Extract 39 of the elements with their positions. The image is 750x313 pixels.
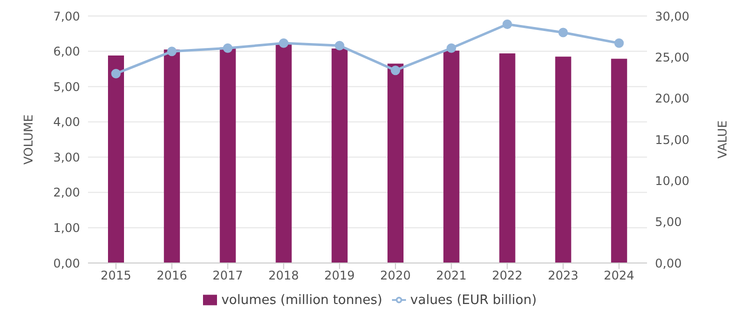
point (111, 68, 121, 78)
y-tick-label: 2,00 (53, 186, 80, 200)
point (558, 28, 568, 38)
y2-tick-label: 30,00 (655, 9, 690, 24)
x-tick-label: 2018 (268, 268, 299, 283)
point (167, 46, 177, 56)
point (614, 38, 624, 48)
y-tick-label: 1,00 (53, 220, 80, 235)
x-tick-label: 2019 (324, 268, 355, 283)
y2-tick-label: 5,00 (655, 215, 682, 230)
y2-tick-label: 0,00 (655, 256, 682, 270)
y-tick-label: 5,00 (53, 80, 80, 94)
point (334, 40, 344, 50)
x-tick-label: 2017 (212, 268, 244, 283)
x-tick-label: 2023 (548, 268, 578, 283)
y-tick-label: 0,00 (53, 256, 80, 270)
legend-label: values (EUR billion) (410, 293, 537, 308)
x-tick-label: 2021 (436, 268, 467, 283)
y2-axis-title: VALUE (715, 120, 730, 159)
point (223, 43, 232, 53)
y2-tick-label: 20,00 (655, 92, 690, 106)
y-axis-title: VOLUME (21, 114, 36, 165)
y-tick-label: 6,00 (53, 44, 80, 59)
point (502, 19, 512, 29)
x-tick-label: 2015 (100, 268, 132, 283)
y-tick-label: 7,00 (53, 9, 80, 24)
point (278, 38, 288, 48)
x-tick-label: 2016 (156, 268, 188, 283)
y-tick-label: 4,00 (53, 115, 80, 130)
legend-label: volumes (million tonnes) (221, 293, 382, 308)
x-tick-label: 2022 (492, 268, 523, 283)
y2-tick-label: 25,00 (655, 50, 690, 64)
y2-tick-label: 10,00 (655, 174, 690, 188)
point (390, 66, 400, 76)
x-tick-label: 2024 (604, 268, 634, 283)
y2-tick-label: 15,00 (655, 132, 690, 147)
x-tick-label: 2020 (380, 268, 411, 283)
y-tick-label: 3,00 (53, 150, 80, 164)
point (446, 43, 456, 53)
